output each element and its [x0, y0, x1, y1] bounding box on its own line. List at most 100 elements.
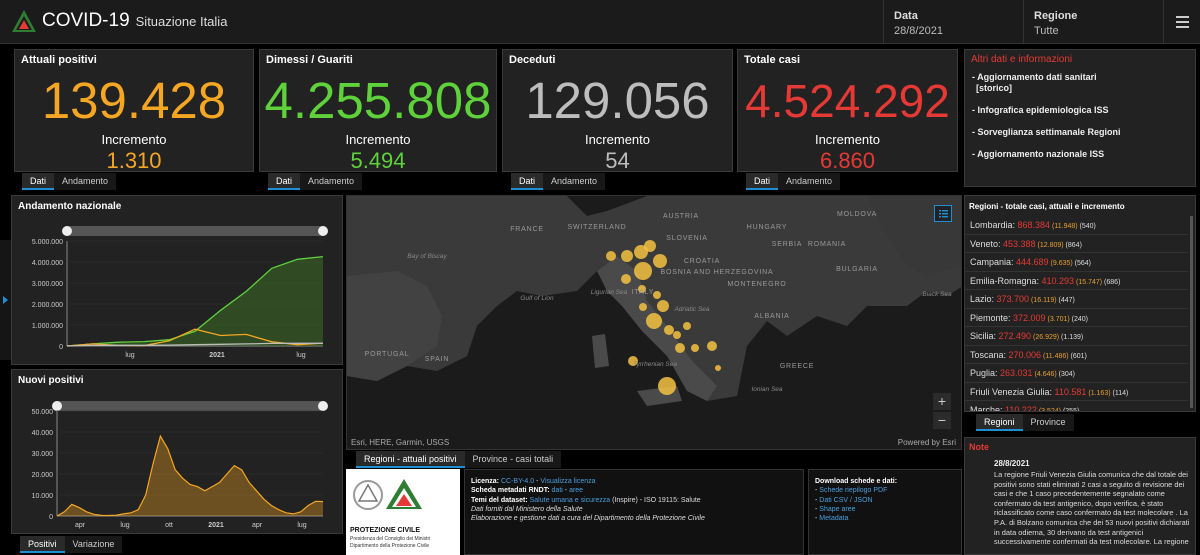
zoom-out-button[interactable]: − — [933, 412, 951, 429]
region-bubble[interactable] — [644, 240, 656, 252]
region-total: 410.293 — [1041, 275, 1075, 286]
region-selector[interactable]: Regione Tutte — [1023, 0, 1163, 44]
range-slider-handle-right[interactable] — [318, 401, 328, 411]
region-bubble[interactable] — [634, 262, 652, 280]
kpi-label: Deceduti — [509, 54, 556, 66]
region-bubble[interactable] — [606, 251, 616, 261]
temi-label: Temi del dataset: — [471, 496, 528, 504]
hamburger-menu-icon[interactable] — [1163, 0, 1200, 44]
region-row[interactable]: Veneto: 453.388 (12.809) (864) — [965, 235, 1188, 253]
region-bubble[interactable] — [683, 322, 691, 330]
region-bubble[interactable] — [628, 356, 638, 366]
region-row[interactable]: Lombardia: 868.384 (11.948) (540) — [965, 216, 1188, 235]
region-row[interactable]: Piemonte: 372.009 (3.701) (240) — [965, 309, 1188, 327]
range-slider-track[interactable] — [67, 226, 323, 236]
region-increment: (114) — [1110, 389, 1129, 397]
rndt-dati-link[interactable]: dati — [551, 487, 563, 495]
map-powered-by[interactable]: Powered by Esri — [897, 438, 956, 447]
tab-andamento[interactable]: Andamento — [778, 173, 841, 190]
region-name: Sicilia: — [970, 331, 999, 341]
kpi-tabs: Dati Andamento — [22, 173, 117, 190]
region-bubble[interactable] — [707, 341, 717, 351]
region-bubble[interactable] — [653, 291, 661, 299]
download-pdf-link[interactable]: Schede riepilogo PDF — [819, 487, 888, 495]
rndt-aree-link[interactable]: aree — [569, 487, 584, 495]
info-link-storico[interactable]: [storico] — [976, 83, 1012, 93]
region-label: Regione — [1034, 10, 1078, 22]
region-bubble[interactable] — [658, 377, 676, 395]
tab-variazione[interactable]: Variazione — [64, 536, 123, 553]
map-label: MONTENEGRO — [728, 281, 787, 288]
temi-link[interactable]: Salute umana e sicurezza — [529, 496, 611, 504]
info-link-nazionale-iss[interactable]: - Aggiornamento nazionale ISS — [972, 149, 1105, 159]
date-selector[interactable]: Data 28/8/2021 — [883, 0, 1023, 44]
sidebar-toggle[interactable] — [0, 240, 11, 360]
region-bubble[interactable] — [691, 344, 699, 352]
tab-andamento[interactable]: Andamento — [543, 173, 606, 190]
licenza-label: Licenza: — [471, 478, 500, 485]
kpi-increment: 54 — [605, 148, 630, 172]
region-bubble[interactable] — [646, 313, 662, 329]
info-link-sorveglianza[interactable]: - Sorveglianza settimanale Regioni — [972, 127, 1121, 137]
legend-button[interactable] — [934, 205, 952, 222]
region-bubble[interactable] — [673, 331, 681, 339]
region-attuali: (11.486) — [1041, 352, 1069, 360]
region-bubble[interactable] — [621, 274, 631, 284]
zoom-in-button[interactable]: + — [933, 393, 951, 410]
licenza-value[interactable]: CC-BY-4.0 — [500, 478, 535, 485]
region-row[interactable]: Sicilia: 272.490 (26.929) (1.139) — [965, 327, 1188, 346]
region-bubble[interactable] — [634, 245, 648, 259]
tab-dati[interactable]: Dati — [268, 173, 301, 190]
kpi-value: 4.524.292 — [745, 75, 950, 127]
y-tick-label: 50.000 — [32, 409, 54, 416]
kpi-tabs: Dati Andamento — [746, 173, 841, 190]
region-name: Puglia: — [970, 368, 1001, 378]
region-total: 270.006 — [1008, 349, 1042, 360]
region-row[interactable]: Friuli Venezia Giulia: 110.581 (1.163) (… — [965, 383, 1188, 401]
download-title: Download schede e dati: — [815, 478, 898, 485]
tab-province[interactable]: Province — [1022, 414, 1074, 431]
kpi-increment: 5.494 — [350, 148, 406, 172]
region-bubble[interactable] — [639, 303, 647, 311]
footer-line-5: Elaborazione e gestione dati a cura del … — [471, 515, 705, 523]
tab-dati[interactable]: Dati — [746, 173, 779, 190]
download-csv-link[interactable]: Dati CSV / JSON — [819, 496, 873, 504]
range-slider-handle-left[interactable] — [52, 401, 62, 411]
map-view[interactable]: FRANCE SWITZERLAND AUSTRIA HUNGARY MOLDOVA SL… — [346, 195, 962, 450]
region-row[interactable]: Marche: 110.222 (3.524) (255) — [965, 401, 1188, 411]
download-metadata-link[interactable]: Metadata — [819, 515, 849, 523]
range-slider-handle-right[interactable] — [318, 226, 328, 236]
info-link-aggiornamento[interactable]: - Aggiornamento dati sanitari [storico] — [972, 72, 1097, 93]
region-bubble[interactable] — [675, 343, 685, 353]
tab-dati[interactable]: Dati — [511, 173, 544, 190]
map-label: SERBIA — [772, 241, 802, 248]
region-row[interactable]: Campania: 444.689 (9.635) (564) — [965, 253, 1188, 272]
region-bubble[interactable] — [621, 250, 633, 262]
region-row[interactable]: Puglia: 263.031 (4.646) (304) — [965, 364, 1188, 383]
tab-regioni-attuali-positivi[interactable]: Regioni - attuali positivi — [356, 451, 465, 468]
app-header: COVID-19 Situazione Italia Data 28/8/2021… — [0, 0, 1200, 44]
region-bubble[interactable] — [657, 300, 669, 312]
tab-province-casi-totali[interactable]: Province - casi totali — [464, 451, 562, 468]
range-slider-handle-left[interactable] — [62, 226, 72, 236]
region-bubble[interactable] — [653, 254, 667, 268]
region-bubble[interactable] — [715, 365, 721, 371]
range-slider-track[interactable] — [57, 401, 323, 411]
download-shape-link[interactable]: Shape aree — [819, 505, 856, 513]
licenza-link[interactable]: Visualizza licenza — [540, 478, 596, 485]
tab-dati[interactable]: Dati — [22, 173, 55, 190]
tab-positivi[interactable]: Positivi — [20, 536, 65, 553]
region-row[interactable]: Toscana: 270.006 (11.486) (601) — [965, 346, 1188, 364]
region-row[interactable]: Emilia-Romagna: 410.293 (15.747) (686) — [965, 272, 1188, 290]
tab-andamento[interactable]: Andamento — [300, 173, 363, 190]
tab-regioni[interactable]: Regioni — [976, 414, 1023, 431]
region-bubble[interactable] — [664, 325, 674, 335]
region-row[interactable]: Lazio: 373.700 (16.119) (447) — [965, 290, 1188, 309]
info-link-infografica[interactable]: - Infografica epidemiologica ISS — [972, 105, 1109, 115]
y-tick-label: 4.000.000 — [32, 260, 63, 267]
y-tick-label: 40.000 — [32, 430, 54, 437]
regions-scrollbar[interactable] — [1190, 216, 1193, 408]
region-bubble[interactable] — [638, 285, 646, 293]
region-increment: (864) — [1063, 241, 1082, 249]
tab-andamento[interactable]: Andamento — [54, 173, 117, 190]
